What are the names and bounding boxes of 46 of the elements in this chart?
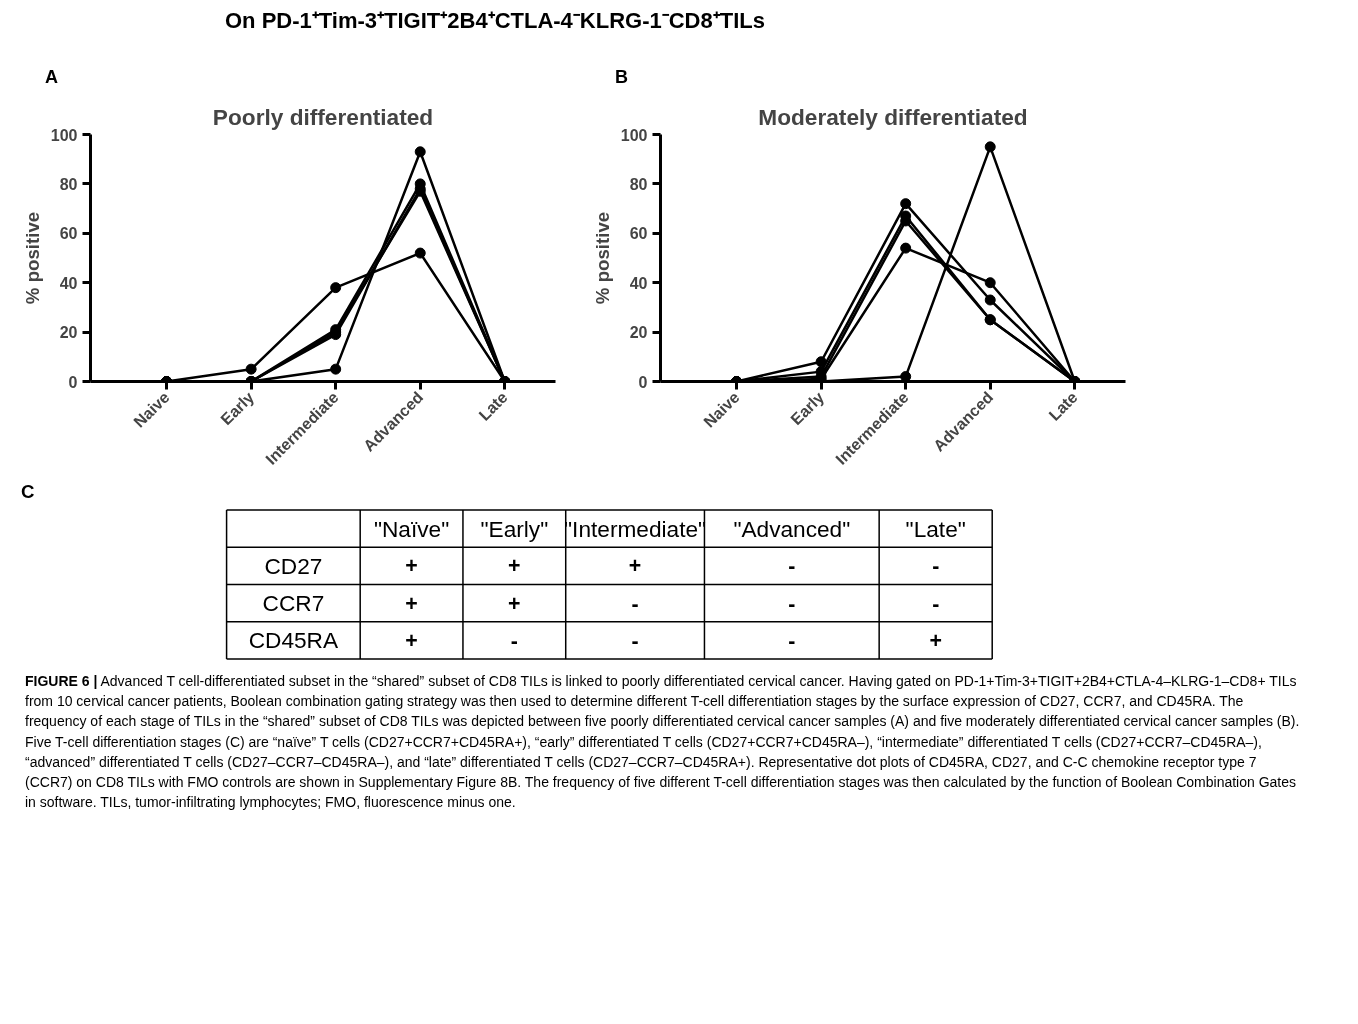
text: + <box>405 591 418 616</box>
y-tick-label: 80 <box>59 175 78 193</box>
text: On PD-1⁺Tim-3⁺TIGIT⁺2B4⁺CTLA-4⁻KLRG-1⁻CD8⁺TILs <box>225 7 765 35</box>
y-tick-label: 20 <box>59 323 78 341</box>
chart-title: Poorly differentiated <box>212 103 434 130</box>
text: C <box>21 480 35 502</box>
text: + <box>508 591 521 616</box>
caption: FIGURE 6 | <box>25 672 98 689</box>
category-label: "Advanced" <box>733 515 851 542</box>
y-tick-label: 80 <box>629 175 648 193</box>
x-tick-label: Late <box>1045 388 1081 424</box>
text: - <box>932 591 940 616</box>
y-tick-label: 0 <box>68 373 78 391</box>
y-tick-label: 40 <box>629 274 648 292</box>
y-tick-label: 100 <box>620 126 648 144</box>
category-label: CD45RA <box>248 627 339 654</box>
category-label: "Naïve" <box>373 515 450 542</box>
text: - <box>510 628 518 653</box>
text: + <box>508 554 521 579</box>
chart-title: Moderately differentiated <box>758 103 1028 130</box>
category-label: "Intermediate" <box>564 515 707 542</box>
text: A <box>45 66 58 89</box>
text: - <box>631 591 639 616</box>
y-tick-label: 40 <box>59 274 78 292</box>
text: - <box>932 554 940 579</box>
y-tick-label: 60 <box>629 225 648 242</box>
category-label: CCR7 <box>262 589 325 616</box>
y-axis-title: % positive <box>21 211 43 304</box>
text: + <box>929 628 942 653</box>
text: - <box>631 628 639 653</box>
category-label: "Late" <box>905 515 966 542</box>
text: - <box>788 554 796 579</box>
category-label: "Early" <box>480 515 549 542</box>
y-tick-label: 100 <box>50 126 78 144</box>
text: + <box>405 628 418 653</box>
text: - <box>788 591 796 616</box>
x-tick-label: Late <box>475 388 511 424</box>
text: + <box>405 554 418 579</box>
text: - <box>788 628 796 653</box>
y-tick-label: 60 <box>59 225 78 242</box>
y-axis-title: % positive <box>591 211 613 304</box>
category-label: CD27 <box>264 552 323 579</box>
y-tick-label: 0 <box>638 373 648 391</box>
text: B <box>615 66 628 89</box>
text: + <box>628 554 642 579</box>
y-tick-label: 20 <box>629 323 648 341</box>
